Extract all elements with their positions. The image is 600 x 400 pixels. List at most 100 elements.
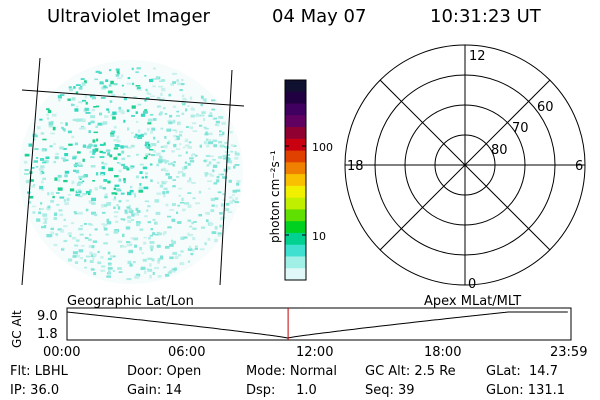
image-pixel [121,150,125,154]
image-pixel [151,143,157,147]
image-pixel [232,200,236,202]
image-pixel [91,96,96,100]
image-pixel [222,193,226,196]
image-pixel [193,221,197,223]
image-pixel [92,257,95,260]
image-pixel [67,258,73,262]
image-pixel [177,204,181,207]
image-pixel [126,168,130,171]
image-pixel [75,91,79,94]
image-pixel [195,245,198,248]
image-pixel [184,202,189,205]
color-scale-segment [285,209,306,222]
image-pixel [60,122,63,125]
image-pixel [130,167,133,170]
color-scale-segment [285,162,306,175]
image-pixel [141,176,145,179]
image-pixel [163,266,167,269]
image-pixel [219,173,225,176]
image-pixel [129,189,134,193]
aurora-image [19,57,245,286]
image-pixel [85,101,88,105]
image-pixel [140,113,146,117]
image-pixel [63,225,68,228]
image-pixel [111,192,117,195]
image-pixel [50,191,54,195]
image-pixel [147,146,151,150]
image-pixel [138,189,144,193]
image-pixel [187,146,192,149]
image-pixel [118,169,122,173]
image-pixel [187,192,192,194]
image-pixel [127,260,132,265]
image-pixel [162,97,165,101]
image-pixel [204,242,207,246]
image-pixel [142,166,148,170]
image-pixel [226,160,230,163]
image-pixel [126,146,132,149]
image-pixel [205,212,210,215]
image-pixel [158,159,163,164]
image-pixel [39,185,44,190]
image-pixel [74,165,78,168]
image-pixel [210,155,214,158]
image-pixel [137,103,142,106]
image-pixel [192,248,195,252]
image-pixel [45,156,50,159]
image-pixel [68,88,73,92]
image-pixel [139,183,142,186]
image-pixel [115,192,118,195]
image-pixel [79,257,84,260]
image-pixel [189,177,192,180]
image-pixel [122,233,125,238]
image-pixel [36,157,39,159]
image-pixel [187,204,192,208]
image-pixel [151,127,156,131]
image-pixel [101,223,105,226]
image-pixel [159,80,163,82]
image-pixel [178,122,181,125]
image-pixel [162,167,167,171]
image-pixel [154,267,159,270]
image-pixel [146,127,150,132]
image-pixel [218,134,223,137]
image-pixel [187,179,192,183]
image-pixel [35,165,39,168]
image-pixel [205,154,211,157]
image-pixel [179,133,183,137]
image-pixel [67,130,72,134]
image-pixel [225,208,230,212]
image-pixel [210,174,215,177]
color-scale-segment [285,91,306,105]
image-pixel [182,173,186,177]
image-pixel [200,95,204,99]
image-pixel [172,81,177,84]
image-pixel [136,221,141,225]
image-pixel [99,150,103,153]
image-pixel [116,139,121,143]
image-pixel [149,245,154,249]
image-pixel [206,219,209,223]
image-pixel [134,275,140,279]
image-pixel [116,204,119,207]
image-pixel [176,110,179,113]
image-pixel [138,186,143,190]
image-pixel [107,257,112,261]
image-pixel [84,95,87,99]
ip-readout: IP: 36.0 [10,383,60,398]
image-pixel [50,132,55,135]
mlt-label-6: 6 [575,159,583,174]
image-pixel [101,204,104,208]
image-pixel [130,144,135,148]
image-pixel [156,244,161,248]
image-pixel [232,198,235,201]
image-pixel [55,233,59,236]
image-pixel [187,232,190,236]
image-pixel [219,130,222,133]
image-pixel [159,257,164,260]
image-pixel [147,205,151,208]
image-pixel [177,171,181,174]
image-pixel [69,235,72,238]
image-pixel [109,255,113,258]
image-pixel [99,143,104,146]
